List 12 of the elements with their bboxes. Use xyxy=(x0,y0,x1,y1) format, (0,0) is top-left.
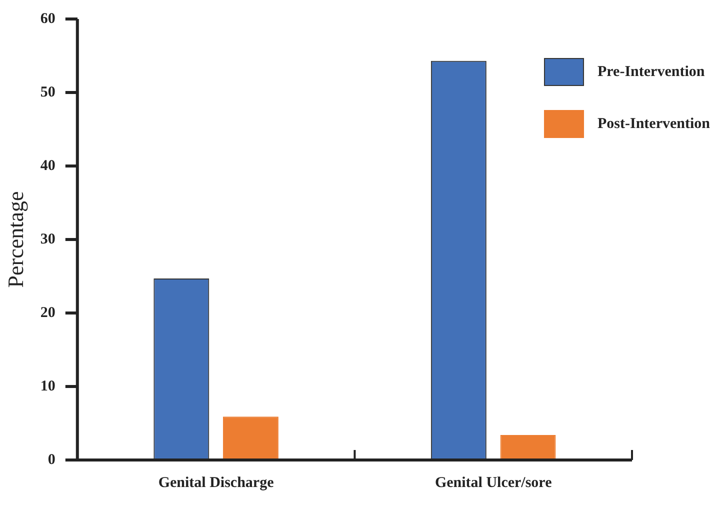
y-tick-label: 50 xyxy=(40,84,56,100)
legend-label: Pre-Intervention xyxy=(598,64,705,80)
y-tick-label: 30 xyxy=(40,231,56,248)
y-tick-label: 40 xyxy=(40,158,56,174)
y-tick-label: 60 xyxy=(40,10,56,27)
y-tick-label: 0 xyxy=(48,452,56,468)
y-tick-label: 20 xyxy=(40,304,56,321)
y-tick-label: 10 xyxy=(40,378,56,394)
x-tick-label: Genital Ulcer/sore xyxy=(434,474,552,491)
y-axis-title: Percentage xyxy=(2,191,28,288)
legend-label: Post-Intervention xyxy=(598,116,710,132)
x-tick-label: Genital Discharge xyxy=(158,474,274,491)
